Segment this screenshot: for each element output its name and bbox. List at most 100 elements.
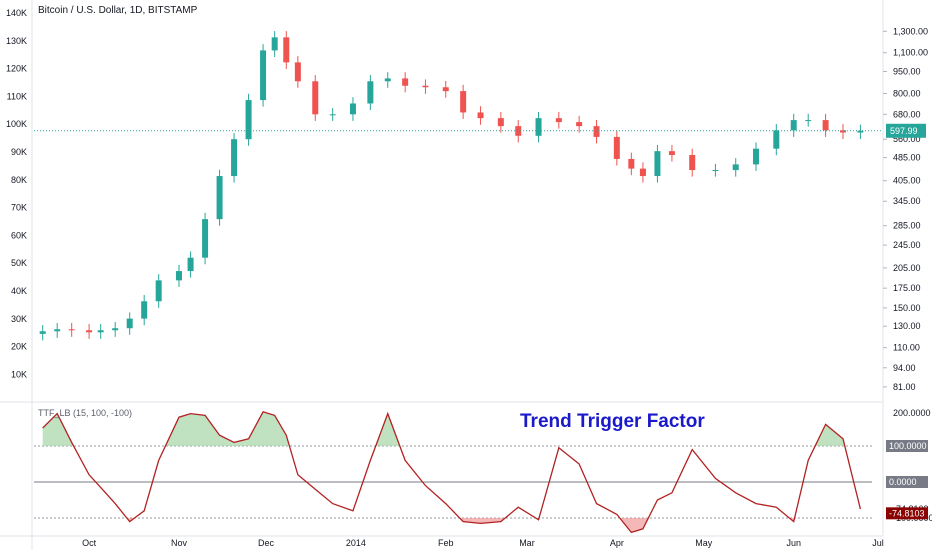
candle-body[interactable] bbox=[593, 126, 600, 137]
x-axis-tick: Feb bbox=[438, 538, 454, 548]
candle-body[interactable] bbox=[613, 136, 620, 159]
left-axis-tick: 140K bbox=[6, 8, 27, 18]
candle-body[interactable] bbox=[329, 114, 336, 116]
candle-body[interactable] bbox=[668, 151, 675, 155]
candle-body[interactable] bbox=[402, 78, 409, 86]
axes: 140K 130K 120K 110K 100K 90K 80K 70K 60K 50K 40K 30… bbox=[6, 8, 932, 548]
right-axis-tick: 680.00 bbox=[893, 109, 921, 119]
ttf-overbought-fill bbox=[42, 413, 74, 446]
left-axis-tick: 120K bbox=[6, 64, 27, 74]
right-axis-tick: 345.00 bbox=[893, 196, 921, 206]
right-axis-tick: 175.00 bbox=[893, 283, 921, 293]
candle-body[interactable] bbox=[654, 151, 661, 177]
candle-body[interactable] bbox=[576, 122, 583, 127]
left-axis-tick: 40K bbox=[11, 286, 27, 296]
left-axis-tick: 130K bbox=[6, 36, 27, 46]
x-axis-tick: Mar bbox=[519, 538, 535, 548]
right-axis-tick: 800.00 bbox=[893, 88, 921, 98]
right-axis-tick: 485.00 bbox=[893, 153, 921, 163]
right-axis-tick: 81.00 bbox=[893, 382, 916, 392]
x-axis-tick: Oct bbox=[82, 538, 97, 548]
candle-body[interactable] bbox=[790, 120, 797, 131]
right-axis-tick: 560.00 bbox=[893, 134, 921, 144]
x-axis-tick: Jun bbox=[786, 538, 801, 548]
right-axis-tick: 1,300.00 bbox=[893, 26, 928, 36]
ttf-overbought-fill bbox=[815, 424, 845, 446]
left-axis-tick: 90K bbox=[11, 147, 27, 157]
candle-body[interactable] bbox=[283, 37, 290, 63]
left-axis-tick: 100K bbox=[6, 119, 27, 129]
indicator-pane[interactable] bbox=[34, 411, 872, 534]
candle-body[interactable] bbox=[155, 280, 162, 302]
candle-body[interactable] bbox=[39, 331, 46, 334]
ttf-overbought-fill bbox=[375, 413, 400, 446]
candle-body[interactable] bbox=[68, 329, 75, 331]
candle-body[interactable] bbox=[384, 78, 391, 82]
x-axis-tick: Dec bbox=[258, 538, 275, 548]
candle-body[interactable] bbox=[497, 118, 504, 127]
candle-body[interactable] bbox=[732, 164, 739, 171]
candle-body[interactable] bbox=[349, 103, 356, 115]
left-axis-tick: 60K bbox=[11, 230, 27, 240]
candle-body[interactable] bbox=[271, 37, 278, 51]
candle-body[interactable] bbox=[175, 271, 182, 281]
candle-body[interactable] bbox=[126, 318, 133, 329]
x-axis-tick: Apr bbox=[610, 538, 624, 548]
candle-body[interactable] bbox=[555, 118, 562, 123]
candle-body[interactable] bbox=[840, 130, 847, 133]
candle-body[interactable] bbox=[805, 120, 812, 122]
candle-body[interactable] bbox=[822, 120, 829, 131]
candle-body[interactable] bbox=[442, 87, 449, 92]
x-axis-tick: Nov bbox=[171, 538, 188, 548]
candle-body[interactable] bbox=[141, 301, 148, 319]
zero-level-badge bbox=[886, 476, 928, 488]
candle-body[interactable] bbox=[773, 130, 780, 149]
candle-body[interactable] bbox=[753, 148, 760, 165]
candle-body[interactable] bbox=[515, 126, 522, 136]
candle-body[interactable] bbox=[460, 91, 467, 113]
right-axis-tick: 1,100.00 bbox=[893, 48, 928, 58]
candle-body[interactable] bbox=[535, 118, 542, 136]
right-axis-tick: 245.00 bbox=[893, 240, 921, 250]
x-axis-tick: Jul bbox=[872, 538, 884, 548]
left-axis-tick: 70K bbox=[11, 203, 27, 213]
left-axis-tick: 110K bbox=[7, 91, 27, 101]
candle-body[interactable] bbox=[367, 81, 374, 104]
left-axis-tick: 30K bbox=[11, 314, 27, 324]
candle-body[interactable] bbox=[477, 112, 484, 119]
candle-body[interactable] bbox=[422, 85, 429, 88]
indicator-title[interactable]: TTF_LB (15, 100, -100) bbox=[38, 408, 132, 418]
candle-body[interactable] bbox=[231, 139, 238, 177]
candle-body[interactable] bbox=[187, 257, 194, 272]
candle-body[interactable] bbox=[202, 219, 209, 258]
chart-symbol-title: Bitcoin / U.S. Dollar, 1D, BITSTAMP bbox=[38, 5, 198, 16]
right-axis-tick: 950.00 bbox=[893, 66, 921, 76]
candle-body[interactable] bbox=[628, 158, 635, 169]
left-axis-tick: 80K bbox=[11, 175, 27, 185]
candle-body[interactable] bbox=[639, 168, 646, 177]
upper-level-label: 100.0000 bbox=[889, 441, 927, 451]
candle-body[interactable] bbox=[689, 154, 696, 171]
candle-body[interactable] bbox=[54, 329, 61, 332]
trend-trigger-factor-title: Trend Trigger Factor bbox=[520, 411, 705, 432]
candle-body[interactable] bbox=[857, 130, 864, 133]
candle-body[interactable] bbox=[112, 328, 119, 331]
right-axis-tick: 110.00 bbox=[893, 343, 920, 353]
x-axis-tick: May bbox=[695, 538, 713, 548]
ttf-line[interactable] bbox=[42, 411, 862, 534]
candle-body[interactable] bbox=[245, 100, 252, 140]
candle-body[interactable] bbox=[216, 176, 223, 220]
right-axis-tick: 405.00 bbox=[893, 176, 921, 186]
candle-body[interactable] bbox=[312, 81, 319, 115]
last-price-label: 597.99 bbox=[890, 126, 918, 136]
candle-body[interactable] bbox=[97, 330, 104, 333]
price-pane[interactable] bbox=[34, 31, 883, 341]
candle-body[interactable] bbox=[712, 170, 719, 172]
left-axis-tick: 50K bbox=[11, 258, 27, 268]
candle-body[interactable] bbox=[260, 50, 267, 101]
last-price-badge bbox=[886, 123, 926, 138]
candle-body[interactable] bbox=[294, 62, 301, 82]
candle-body[interactable] bbox=[86, 330, 93, 333]
